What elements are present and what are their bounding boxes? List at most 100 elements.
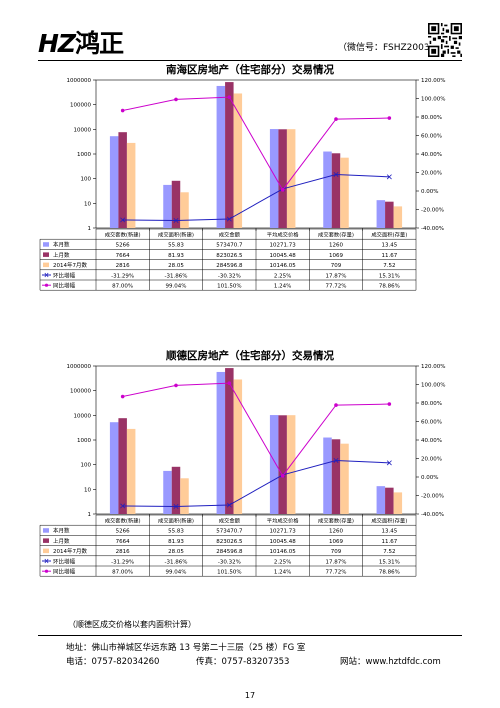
category-label: 成交面积(新建): [158, 517, 194, 525]
footer-website: 网站：www.hztdfdc.com: [340, 657, 441, 667]
data-label: 10271.73: [270, 243, 297, 249]
chart-title: 南海区房地产（住宅部分）交易情况: [166, 63, 334, 76]
data-label: 55.83: [168, 243, 184, 249]
data-label: 1260: [329, 529, 343, 535]
bar-1: [163, 470, 172, 514]
line-point-yoy: [174, 383, 178, 388]
line-point-mom: [173, 217, 179, 223]
y2-tick-label: 40.00%: [421, 152, 442, 158]
y2-tick-label: -40.00%: [421, 512, 444, 518]
data-label: 823026.5: [216, 539, 243, 545]
footer-phone: 电话：0757-82034260: [66, 657, 160, 667]
y-tick-label: 100: [81, 177, 92, 183]
y2-tick-label: 100.00%: [421, 383, 445, 389]
data-label: 81.93: [168, 253, 184, 259]
line-point-yoy: [120, 108, 125, 113]
legend-label: 环比增幅: [53, 271, 76, 279]
legend-swatch: [43, 528, 49, 533]
data-label: 10146.05: [270, 263, 297, 269]
bar-3: [180, 192, 189, 228]
y2-tick-label: 100.00%: [421, 97, 445, 103]
line-point-yoy: [387, 116, 392, 120]
line-point-yoy: [174, 97, 178, 102]
data-label: 2.25%: [274, 559, 291, 565]
footnote: （顺德区成交价格以套内面积计算）: [68, 620, 196, 629]
page-number: 17: [244, 691, 256, 700]
wechat-id: （微信号：FSHZ2003）: [338, 43, 439, 53]
chart-nanhai: 南海区房地产（住宅部分）交易情况 1 10 100 1000 10000 100000 100…: [0, 62, 500, 324]
data-label: 99.04%: [166, 570, 187, 576]
data-label: 55.83: [168, 529, 184, 535]
plot-frame: [95, 79, 417, 229]
data-label: 10271.73: [270, 529, 297, 535]
data-label: 15.31%: [379, 559, 400, 565]
legend-marker: [44, 283, 49, 287]
line-point-mom: [386, 174, 392, 180]
legend-label: 2014年7月数: [53, 261, 87, 269]
legend-label: 2014年7月数: [53, 547, 87, 555]
data-label: 573470.7: [216, 529, 243, 535]
legend-label: 上月数: [53, 537, 70, 545]
data-label: 284596.8: [216, 263, 243, 269]
data-label: -31.29%: [111, 273, 134, 279]
data-label: 28.05: [168, 549, 184, 555]
category-label: 平均成交价格: [267, 231, 299, 239]
data-label: 709: [331, 549, 342, 555]
legend-swatch: [43, 262, 49, 268]
bar-3: [393, 492, 403, 514]
bar-2: [225, 82, 234, 228]
bar-2: [278, 129, 287, 228]
line-point-yoy: [387, 402, 392, 406]
bar-2: [225, 368, 234, 514]
bar-2: [331, 153, 341, 228]
legend-swatch: [43, 242, 49, 247]
chart-shunde: 顺德区房地产（住宅部分）交易情况 1 10 100 1000 10000 100000 100…: [0, 348, 500, 610]
category-label: 平均成交价格: [267, 517, 299, 525]
data-label: 573470.7: [216, 243, 243, 249]
category-label: 成交面积(存量): [371, 517, 407, 525]
y2-tick-label: 0.00%: [421, 189, 438, 195]
chart-nanhai-svg: 南海区房地产（住宅部分）交易情况 1 10 100 1000 10000 100000 100…: [39, 63, 445, 291]
bar-2: [171, 466, 181, 514]
bar-1: [109, 422, 119, 514]
header-rule: [38, 60, 462, 61]
bar-3: [340, 443, 349, 514]
data-label: 77.72%: [326, 284, 347, 290]
data-label: 1069: [329, 253, 343, 259]
data-label: -31.86%: [165, 273, 188, 279]
y2-tick-label: 120.00%: [421, 78, 445, 84]
bar-2: [171, 180, 181, 228]
data-label: 7664: [116, 253, 130, 259]
y2-tick-label: 80.00%: [421, 115, 442, 121]
bar-3: [233, 93, 243, 228]
footer-address: 地址：佛山市禅城区华远东路 13 号第二十三层（25 楼）FG 室: [66, 643, 306, 653]
data-label: 2816: [116, 263, 130, 269]
line-point-yoy: [334, 403, 338, 407]
bar-2: [385, 201, 394, 228]
y2-tick-label: -20.00%: [421, 494, 444, 500]
bar-1: [109, 136, 119, 228]
data-label: 1.24%: [274, 570, 291, 576]
data-label: 823026.5: [216, 253, 243, 259]
data-label: -30.32%: [218, 273, 241, 279]
line-series-1: [122, 459, 390, 507]
line-point-mom: [226, 502, 232, 508]
data-label: 5266: [116, 529, 130, 535]
bar-1: [323, 151, 332, 228]
line-point-yoy: [120, 394, 125, 399]
y-tick-label: 100000: [70, 389, 91, 395]
line-point-mom: [120, 217, 126, 223]
data-label: 11.67: [381, 253, 397, 259]
data-label: 5266: [116, 243, 130, 249]
data-label: 87.00%: [112, 570, 133, 576]
bar-1: [269, 129, 279, 228]
data-label: 17.87%: [326, 273, 347, 279]
bar-1: [376, 486, 386, 514]
y-tick-label: 10: [84, 487, 91, 493]
y2-tick-label: 120.00%: [421, 364, 445, 370]
chart-shunde-svg: 顺德区房地产（住宅部分）交易情况 1 10 100 1000 10000 100000 100…: [39, 349, 445, 577]
bar-1: [323, 437, 332, 514]
line-series-1: [122, 173, 390, 221]
legend-label: 同比增幅: [53, 568, 76, 576]
line-point-mom: [226, 216, 232, 222]
